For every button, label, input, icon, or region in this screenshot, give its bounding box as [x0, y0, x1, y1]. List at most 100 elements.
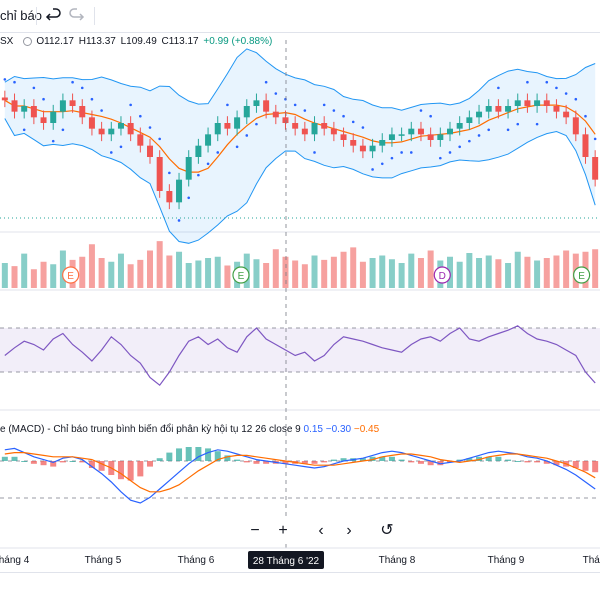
sar-dot [255, 122, 258, 126]
volume-bar [301, 264, 308, 288]
event-marker[interactable] [232, 266, 250, 284]
high-value: H113.37 [78, 36, 116, 47]
macd-legend: e (MACD) - Chỉ báo trung bình biến đổi p… [0, 424, 379, 435]
volume-bar [224, 265, 231, 288]
candle-body [505, 106, 512, 112]
sar-dot [439, 156, 442, 160]
reset-chart-button[interactable]: ↺ [374, 518, 400, 544]
zoom-in-button[interactable]: + [270, 518, 296, 544]
volume-bar [147, 250, 153, 288]
zoom-out-button[interactable]: − [242, 518, 268, 544]
candle-body [272, 111, 279, 118]
sar-dot [458, 145, 461, 149]
macd-histogram-bar [505, 459, 512, 461]
symbol-name[interactable]: SX [0, 36, 14, 47]
candle-body [156, 157, 163, 191]
sar-dot [109, 151, 113, 154]
event-marker-label: E [578, 271, 585, 282]
candle-body [563, 111, 570, 118]
undo-icon[interactable] [44, 6, 64, 26]
candle-body [205, 134, 212, 146]
sar-dot [574, 97, 578, 101]
x-tick-label: Tháng 8 [379, 555, 416, 566]
candle-body [437, 134, 444, 140]
event-marker-label: E [67, 271, 74, 282]
candle-body [243, 106, 250, 118]
sar-dot [535, 122, 539, 126]
sar-dot [516, 122, 520, 126]
candle-body [321, 123, 328, 129]
volume-bar [514, 251, 521, 288]
macd-histogram-bar [592, 461, 599, 473]
macd-histogram-bar [127, 461, 134, 481]
candle-body [359, 145, 366, 152]
event-marker[interactable] [62, 266, 80, 284]
candle-body [263, 100, 270, 112]
sar-dot [206, 162, 210, 166]
macd-histogram-bar [147, 461, 153, 467]
candle-body [253, 100, 260, 106]
volume-bar [330, 256, 337, 288]
macd-histogram-bar [301, 461, 308, 464]
volume-bar [282, 256, 289, 288]
sar-dot [129, 103, 132, 107]
macd-histogram-bar [398, 459, 405, 461]
macd-value: 0.15 [303, 424, 323, 435]
macd-histogram-bar [69, 461, 76, 462]
candle-body [137, 134, 144, 146]
volume-bar [350, 247, 357, 288]
scroll-left-button[interactable]: ‹ [308, 518, 334, 544]
volume-bar [543, 258, 550, 288]
price-legend: SX O112.17 H113.37 L109.49 C113.17 +0.99 … [0, 36, 274, 52]
candle-body [572, 117, 579, 135]
sar-dot [226, 103, 229, 107]
candle-body [495, 106, 502, 112]
sar-dot [487, 128, 491, 132]
candle-body [379, 140, 386, 146]
volume-bar [427, 250, 434, 288]
macd-histogram-bar [195, 447, 202, 461]
sar-dot [429, 114, 432, 118]
candle-body [69, 100, 76, 106]
event-marker[interactable] [573, 266, 591, 284]
macd-histogram-bar [166, 452, 173, 461]
macd-histogram-bar [495, 456, 502, 461]
candle-body [282, 117, 289, 123]
volume-bar [495, 259, 502, 288]
macd-histogram-bar [50, 461, 57, 467]
volume-bar [1, 263, 8, 288]
candle-body [311, 123, 318, 135]
volume-bar [263, 263, 270, 288]
redo-icon[interactable] [66, 6, 86, 26]
volume-bar [21, 253, 28, 288]
macd-histogram-bar [476, 456, 483, 461]
sar-dot [380, 162, 384, 166]
sar-dot [526, 80, 529, 84]
volume-bar [359, 261, 366, 288]
macd-histogram-bar [427, 461, 434, 466]
candle-body [117, 123, 124, 129]
moving-average-line [4, 99, 596, 173]
sar-dot [264, 80, 268, 84]
candle-body [534, 100, 541, 106]
volume-bar [369, 258, 376, 288]
crosshair-date-label: 28 Tháng 6 '22 [253, 556, 320, 567]
sar-dot [371, 168, 374, 171]
sar-dot [497, 86, 500, 90]
scroll-right-button[interactable]: › [336, 518, 362, 544]
macd-histogram-bar [117, 461, 124, 480]
volume-bar [108, 261, 115, 288]
macd-title[interactable]: e (MACD) - Chỉ báo trung bình biến đổi p… [0, 424, 301, 435]
macd-histogram-bar [59, 461, 66, 463]
sar-dot [351, 120, 355, 124]
event-marker[interactable] [433, 266, 451, 284]
macd-histogram-bar [156, 458, 163, 461]
sar-dot [245, 134, 249, 137]
volume-bar [253, 259, 260, 288]
indicators-button[interactable]: chỉ báo [0, 8, 42, 23]
macd-histogram-bar [1, 456, 8, 461]
candle-body [456, 123, 463, 129]
macd-histogram-bar [263, 461, 270, 464]
event-marker-label: E [238, 271, 245, 282]
